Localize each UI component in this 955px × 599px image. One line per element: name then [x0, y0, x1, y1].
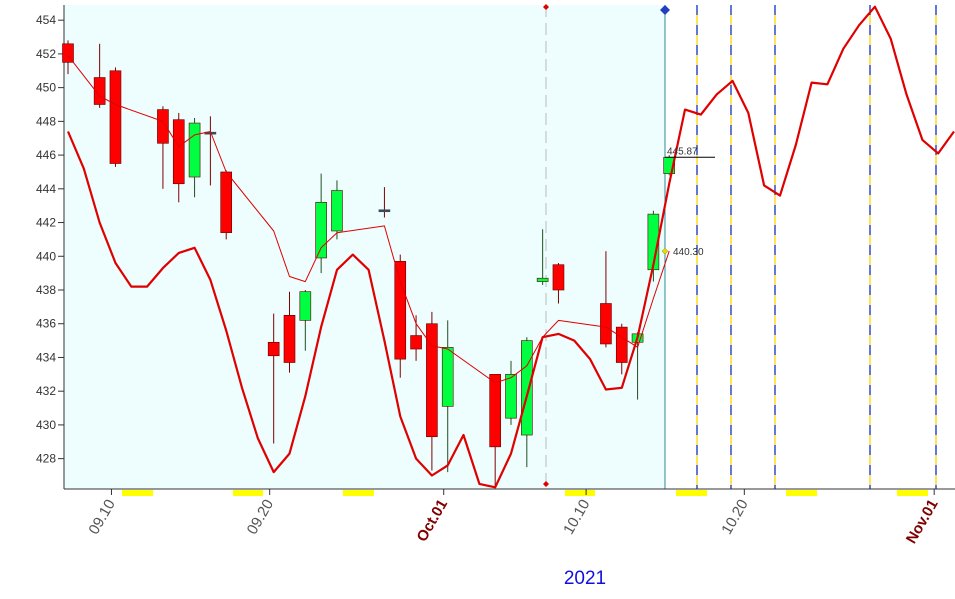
history-background — [64, 5, 665, 489]
candle-body — [331, 190, 343, 232]
candle-body — [378, 209, 391, 213]
candle-body — [62, 43, 74, 63]
candle-body — [552, 264, 565, 291]
date-markers — [543, 4, 937, 489]
y-tick-label: 432 — [36, 384, 56, 398]
candle-body — [600, 303, 612, 345]
x-tick-label: Oct.01 — [414, 497, 452, 545]
y-tick-label: 440 — [36, 249, 56, 263]
price-label: 440.30 — [673, 247, 704, 258]
line-series — [66, 5, 955, 489]
y-tick-label: 430 — [36, 418, 56, 432]
x-tick-label: Nov.01 — [903, 497, 942, 547]
y-tick-label: 454 — [36, 13, 56, 27]
y-tick-label: 436 — [36, 317, 56, 331]
candle-body — [93, 77, 106, 105]
y-tick-label: 448 — [36, 114, 56, 128]
y-tick-label: 438 — [36, 283, 56, 297]
x-tick-label: 09.20 — [244, 497, 277, 538]
candle-body — [109, 70, 122, 164]
x-tick-label: 09.10 — [85, 497, 118, 538]
candle-body — [157, 109, 169, 144]
candle-body — [172, 119, 185, 185]
candle-body — [441, 347, 454, 407]
price-label: 445.87 — [667, 146, 698, 157]
x-tick-label: 10.10 — [560, 497, 593, 538]
y-tick-label: 450 — [36, 81, 56, 95]
candle-body — [394, 261, 407, 360]
x-axis-label: 2021 — [564, 568, 606, 589]
candle-body — [536, 277, 549, 282]
x-tick-label: 10.20 — [718, 497, 751, 538]
y-tick-label: 452 — [36, 47, 56, 61]
price-marker — [661, 247, 669, 255]
y-tick-label: 444 — [36, 182, 56, 196]
candle-body — [615, 326, 628, 363]
y-tick-label: 434 — [36, 350, 56, 364]
y-tick-label: 446 — [36, 148, 56, 162]
y-tick-label: 428 — [36, 452, 56, 466]
candle-body — [521, 340, 533, 436]
candle-body — [267, 341, 280, 357]
candle-body — [505, 374, 517, 419]
candle-body — [410, 335, 422, 350]
candle-body — [188, 122, 201, 178]
candle-body — [283, 314, 296, 363]
candle-body — [315, 202, 327, 259]
candle-body — [426, 323, 438, 438]
line-series — [67, 55, 670, 384]
candle-body — [220, 171, 233, 233]
y-tick-label: 442 — [36, 216, 56, 230]
candle-body — [489, 374, 501, 448]
candle-body — [299, 291, 312, 321]
weekend-bars — [122, 490, 928, 496]
